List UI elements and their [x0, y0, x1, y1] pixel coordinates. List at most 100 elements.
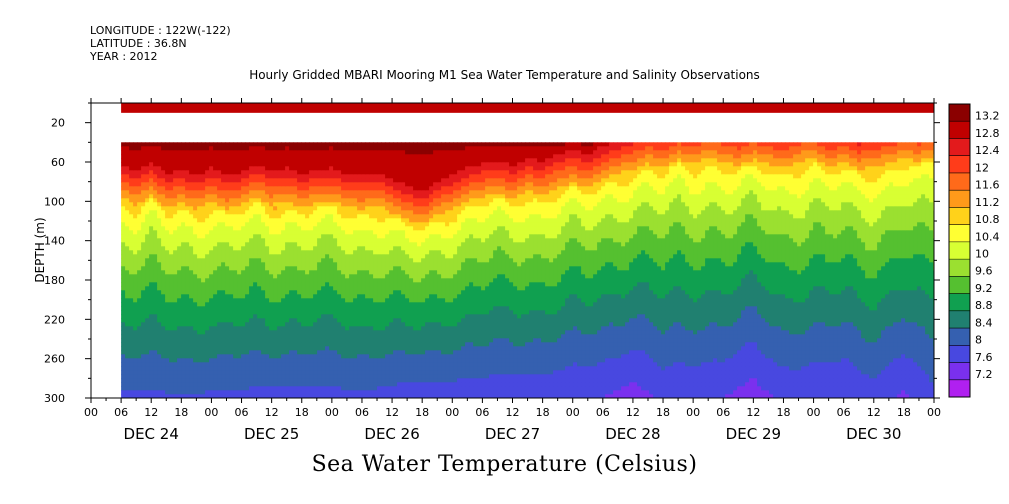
heatmap-cell — [197, 350, 202, 355]
heatmap-cell — [405, 342, 410, 347]
heatmap-cell — [273, 342, 278, 347]
heatmap-cell — [185, 318, 190, 323]
heatmap-cell — [257, 218, 262, 223]
heatmap-cell — [281, 370, 286, 375]
heatmap-cell — [121, 274, 126, 279]
heatmap-cell — [177, 202, 182, 207]
heatmap-cell — [229, 186, 234, 191]
heatmap-cell — [209, 386, 214, 391]
heatmap-cell — [265, 234, 270, 239]
heatmap-cell — [225, 350, 230, 355]
heatmap-cell — [161, 314, 166, 319]
heatmap-cell — [241, 290, 246, 295]
heatmap-cell — [125, 222, 130, 227]
heatmap-cell — [257, 202, 262, 207]
heatmap-cell — [377, 270, 382, 275]
heatmap-cell — [381, 190, 386, 195]
heatmap-cell — [409, 318, 414, 323]
heatmap-cell — [201, 354, 206, 359]
heatmap-cell — [225, 358, 230, 363]
heatmap-cell — [405, 278, 410, 283]
heatmap-cell — [409, 178, 414, 183]
heatmap-cell — [317, 338, 322, 343]
heatmap-cell — [421, 226, 426, 231]
heatmap-cell — [225, 274, 230, 279]
heatmap-cell — [273, 186, 278, 191]
heatmap-cell — [261, 190, 266, 195]
heatmap-cell — [317, 166, 322, 171]
heatmap-cell — [173, 142, 178, 147]
heatmap-cell — [137, 258, 142, 263]
heatmap-cell — [357, 362, 362, 367]
heatmap-cell — [149, 370, 154, 375]
heatmap-cell — [373, 222, 378, 227]
heatmap-cell — [421, 326, 426, 331]
heatmap-cell — [285, 174, 290, 179]
heatmap-cell — [369, 358, 374, 363]
heatmap-cell — [413, 174, 418, 179]
heatmap-cell — [305, 266, 310, 271]
heatmap-cell — [245, 170, 250, 175]
heatmap-cell — [197, 370, 202, 375]
heatmap-cell — [413, 198, 418, 203]
heatmap-cell — [297, 286, 302, 291]
heatmap-cell — [381, 278, 386, 283]
heatmap-cell — [305, 370, 310, 375]
heatmap-cell — [289, 166, 294, 171]
heatmap-cell — [297, 242, 302, 247]
heatmap-cell — [353, 222, 358, 227]
heatmap-cell — [245, 374, 250, 379]
heatmap-cell — [193, 198, 198, 203]
heatmap-cell — [181, 338, 186, 343]
heatmap-cell — [345, 178, 350, 183]
heatmap-cell — [409, 278, 414, 283]
heatmap-cell — [157, 394, 162, 398]
heatmap-cell — [397, 290, 402, 295]
heatmap-cell — [417, 170, 422, 175]
heatmap-cell — [369, 254, 374, 259]
heatmap-cell — [341, 158, 346, 163]
heatmap-cell — [225, 306, 230, 311]
heatmap-cell — [277, 362, 282, 367]
heatmap-cell — [301, 210, 306, 215]
heatmap-cell — [249, 214, 254, 219]
heatmap-cell — [345, 390, 350, 395]
heatmap-cell — [217, 230, 222, 235]
heatmap-cell — [349, 262, 354, 267]
heatmap-cell — [133, 338, 138, 343]
heatmap-cell — [429, 318, 434, 323]
heatmap-cell — [249, 370, 254, 375]
heatmap-cell — [249, 182, 254, 187]
heatmap-cell — [401, 302, 406, 307]
heatmap-cell — [121, 342, 126, 347]
heatmap-cell — [429, 230, 434, 235]
heatmap-cell — [281, 214, 286, 219]
heatmap-cell — [345, 142, 350, 147]
heatmap-cell — [145, 146, 150, 151]
heatmap-cell — [141, 182, 146, 187]
heatmap-cell — [365, 314, 370, 319]
heatmap-cell — [157, 278, 162, 283]
heatmap-cell — [165, 302, 170, 307]
heatmap-cell — [209, 166, 214, 171]
heatmap-cell — [373, 258, 378, 263]
heatmap-cell — [189, 250, 194, 255]
heatmap-cell — [397, 198, 402, 203]
heatmap-cell — [181, 346, 186, 351]
heatmap-cell — [273, 154, 278, 159]
heatmap-cell — [313, 218, 318, 223]
heatmap-cell — [369, 370, 374, 375]
heatmap-cell — [177, 298, 182, 303]
heatmap-cell — [221, 170, 226, 175]
heatmap-cell — [309, 318, 314, 323]
heatmap-cell — [413, 306, 418, 311]
heatmap-cell — [149, 162, 154, 167]
heatmap-cell — [429, 378, 434, 383]
heatmap-cell — [293, 370, 298, 375]
heatmap-cell — [289, 298, 294, 303]
heatmap-cell — [413, 254, 418, 259]
heatmap-cell — [197, 266, 202, 271]
heatmap-cell — [157, 338, 162, 343]
heatmap-cell — [125, 162, 130, 167]
heatmap-cell — [357, 366, 362, 371]
